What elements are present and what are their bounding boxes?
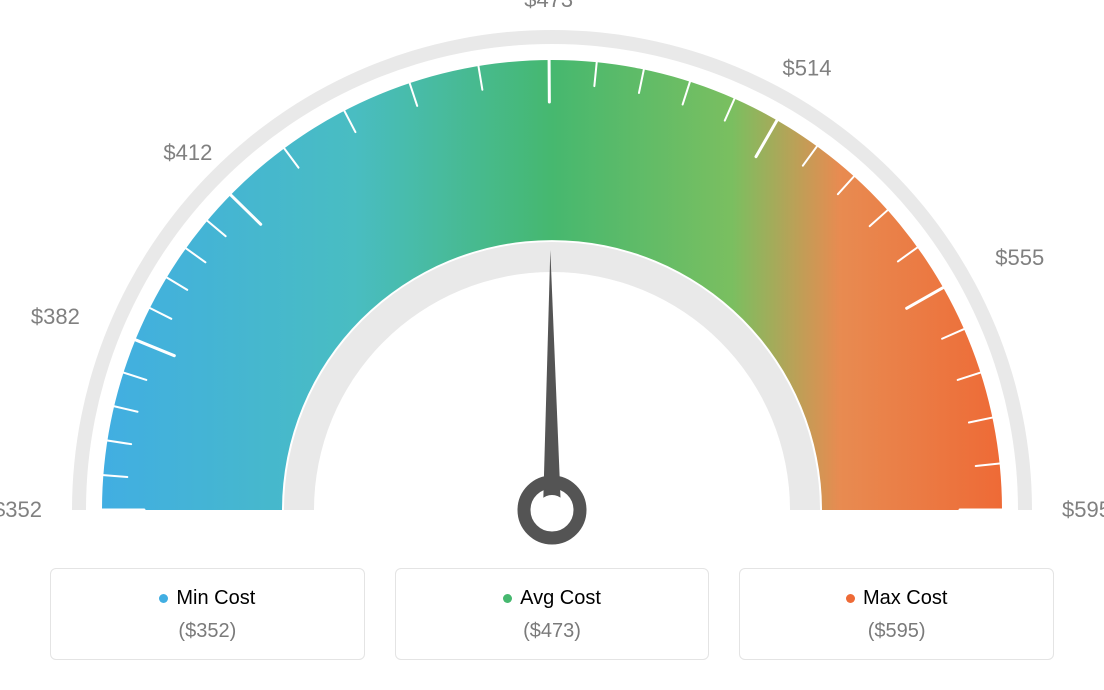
gauge: $352 $382 $412 $473 $514 $555 $595	[0, 0, 1104, 560]
svg-text:$382: $382	[31, 304, 80, 329]
chart-container: $352 $382 $412 $473 $514 $555 $595 Min Cost ($…	[0, 0, 1104, 690]
svg-text:$473: $473	[524, 0, 573, 12]
legend-value-avg: ($473)	[406, 620, 699, 643]
legend-box-min: Min Cost ($352)	[50, 568, 365, 660]
gauge-svg: $352 $382 $412 $473 $514 $555 $595	[0, 0, 1104, 560]
svg-text:$352: $352	[0, 497, 42, 522]
svg-text:$412: $412	[163, 140, 212, 165]
svg-text:$595: $595	[1062, 497, 1104, 522]
legend-label-max: Max Cost	[863, 587, 947, 610]
svg-text:$514: $514	[783, 55, 832, 80]
legend-title-avg: Avg Cost	[503, 587, 601, 610]
legend-title-min: Min Cost	[159, 587, 255, 610]
svg-text:$555: $555	[995, 245, 1044, 270]
legend-label-min: Min Cost	[176, 587, 255, 610]
legend-value-min: ($352)	[61, 620, 354, 643]
legend-box-max: Max Cost ($595)	[739, 568, 1054, 660]
legend-label-avg: Avg Cost	[520, 587, 601, 610]
legend-title-max: Max Cost	[846, 587, 947, 610]
legend-value-max: ($595)	[750, 620, 1043, 643]
legend-dot-avg	[503, 594, 512, 603]
legend-dot-min	[159, 594, 168, 603]
legend-dot-max	[846, 594, 855, 603]
legend-row: Min Cost ($352) Avg Cost ($473) Max Cost…	[50, 568, 1054, 660]
legend-box-avg: Avg Cost ($473)	[395, 568, 710, 660]
